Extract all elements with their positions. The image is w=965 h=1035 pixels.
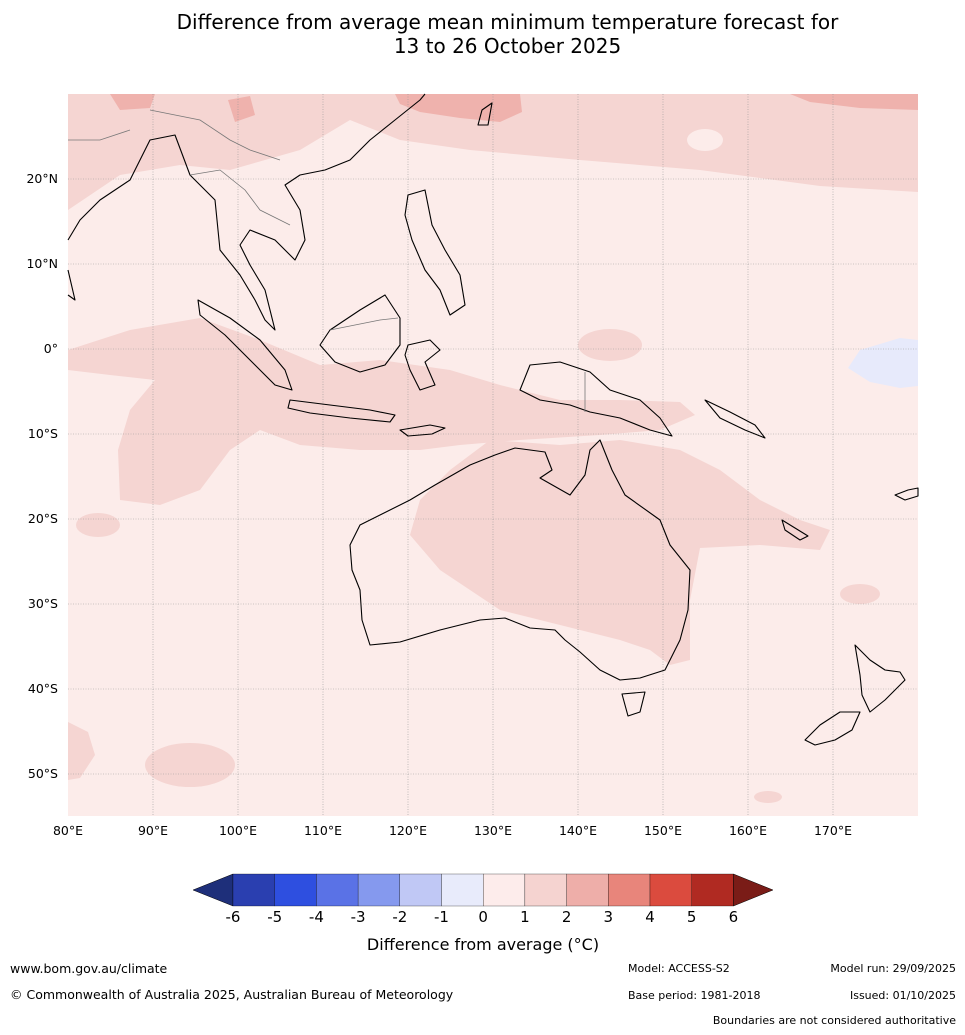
lon-label: 100°E	[219, 823, 257, 838]
footer-copyright: © Commonwealth of Australia 2025, Austra…	[10, 987, 454, 1002]
colorbar-tick-label: -3	[351, 908, 366, 926]
colorbar-tick-label: -6	[226, 908, 241, 926]
colorbar-tick-label: 2	[562, 908, 572, 926]
anomaly-patch-west-pacific	[578, 329, 642, 361]
anomaly-patch-pacific	[687, 129, 723, 151]
footer-base-period: Base period: 1981-2018	[628, 989, 761, 1002]
colorbar-tick-label: -5	[267, 908, 282, 926]
lon-label: 110°E	[304, 823, 342, 838]
lat-label: 20°S	[28, 511, 58, 526]
coastline-new-zealand-south	[804, 711, 861, 746]
colorbar-swatch	[566, 873, 609, 907]
title-line-2: 13 to 26 October 2025	[393, 34, 622, 58]
colorbar-swatch	[316, 873, 359, 907]
colorbar-swatch	[524, 873, 567, 907]
coastline-tasmania	[621, 691, 646, 717]
anomaly-area-north-strong-2	[790, 94, 918, 110]
colorbar-swatch	[399, 873, 442, 907]
lon-label: 90°E	[138, 823, 168, 838]
colorbar-swatch	[483, 873, 526, 907]
footer-website[interactable]: www.bom.gov.au/climate	[10, 961, 168, 976]
footer-disclaimer: Boundaries are not considered authoritat…	[712, 1014, 956, 1027]
colorbar-label: Difference from average (°C)	[367, 935, 599, 954]
footer-issued: Issued: 01/10/2025	[849, 989, 956, 1002]
footer-model-run: Model run: 29/09/2025	[830, 962, 956, 975]
colorbar: -6 -5 -4 -3 -2 -1 0 1 2 3 4 5 6	[192, 873, 774, 926]
coastline-borneo	[319, 294, 401, 373]
colorbar-swatch	[232, 873, 275, 907]
gridlines	[68, 94, 918, 816]
colorbar-extend-high	[733, 873, 774, 907]
title-line-1: Difference from average mean minimum tem…	[176, 10, 839, 34]
coastline-taiwan	[477, 102, 493, 126]
colorbar-swatch	[441, 873, 484, 907]
coastline-philippines	[404, 189, 466, 316]
colorbar-swatch	[608, 873, 651, 907]
anomaly-patch-south-indian-1	[145, 743, 235, 787]
page-title: Difference from average mean minimum tem…	[0, 10, 965, 58]
colorbar-swatch	[274, 873, 317, 907]
colorbar-extend-low	[192, 873, 234, 907]
colorbar-tick-label: -2	[392, 908, 407, 926]
anomaly-patch-tasman	[840, 584, 880, 604]
colorbar-swatch	[357, 873, 400, 907]
colorbar-tick-label: 4	[645, 908, 655, 926]
lat-label: 0°	[44, 341, 58, 356]
longitude-labels: 80°E 90°E 100°E 110°E 120°E 130°E 140°E …	[53, 823, 852, 838]
colorbar-swatch	[691, 873, 734, 907]
anomaly-area-negative	[848, 338, 918, 388]
colorbar-tick-label: 3	[604, 908, 614, 926]
lon-label: 170°E	[814, 823, 852, 838]
lat-label: 40°S	[28, 681, 58, 696]
anomaly-area-north-strong-4	[228, 96, 255, 122]
anomaly-patch-southwest	[68, 722, 95, 780]
coastline-sulawesi	[404, 339, 441, 391]
colorbar-tick-label: 6	[729, 908, 739, 926]
coastline-new-caledonia	[781, 519, 809, 541]
coastline-fiji	[894, 487, 919, 501]
coastline-new-zealand-north	[854, 644, 906, 713]
coastline-sumatra	[197, 299, 293, 391]
lon-label: 150°E	[644, 823, 682, 838]
colorbar-tick-label: 0	[478, 908, 488, 926]
coastline-mainland-asia	[67, 93, 426, 331]
lon-label: 130°E	[474, 823, 512, 838]
country-borders	[68, 109, 586, 412]
anomaly-area-north-strong-3	[110, 94, 155, 110]
colorbar-swatch	[649, 873, 692, 907]
lon-label: 160°E	[729, 823, 767, 838]
latitude-labels: 20°N 10°N 0° 10°S 20°S 30°S 40°S 50°S	[26, 171, 58, 781]
lat-label: 50°S	[28, 766, 58, 781]
footer-model: Model: ACCESS-S2	[628, 962, 730, 975]
colorbar-tick-label: -4	[309, 908, 324, 926]
coastlines	[67, 93, 919, 746]
lon-label: 80°E	[53, 823, 83, 838]
colorbar-tick-label: 1	[520, 908, 530, 926]
colorbar-tick-label: -1	[434, 908, 449, 926]
coastline-australia	[349, 439, 691, 681]
coastline-timor	[399, 424, 446, 437]
lon-label: 120°E	[389, 823, 427, 838]
anomaly-patch-south-indian-2	[76, 513, 120, 537]
coastline-new-guinea	[519, 361, 673, 437]
anomaly-area-indian-ocean	[68, 318, 695, 505]
lat-label: 30°S	[28, 596, 58, 611]
coastline-solomons	[704, 399, 766, 439]
anomaly-patch-south-pacific	[754, 791, 782, 803]
coastline-java	[287, 399, 396, 423]
lat-label: 10°S	[28, 426, 58, 441]
lon-label: 140°E	[559, 823, 597, 838]
lat-label: 10°N	[26, 256, 58, 271]
lat-label: 20°N	[26, 171, 58, 186]
colorbar-tick-label: 5	[687, 908, 697, 926]
anomaly-area-australia	[410, 440, 830, 665]
